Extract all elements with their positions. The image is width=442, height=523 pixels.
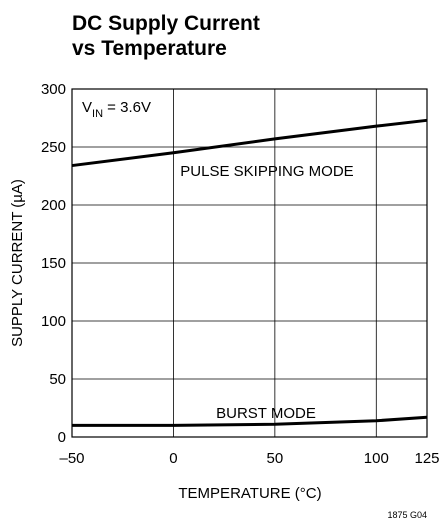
y-tick-label: 100 xyxy=(41,313,66,330)
x-tick-label: 125 xyxy=(414,450,439,467)
x-tick-label: 100 xyxy=(364,450,389,467)
plot-frame xyxy=(71,88,428,438)
annotation-part: = 3.6V xyxy=(103,99,151,116)
chart-title: DC Supply Current xyxy=(72,12,260,35)
y-tick-label: 150 xyxy=(41,255,66,272)
series-label: BURST MODE xyxy=(216,405,316,422)
annotation-sub: IN xyxy=(92,108,103,120)
series-label: PULSE SKIPPING MODE xyxy=(180,163,353,180)
series-line xyxy=(71,118,428,168)
y-tick-label: 0 xyxy=(58,429,66,446)
annotation-part: V xyxy=(82,99,92,116)
annotation: VIN = 3.6V xyxy=(82,99,151,120)
x-tick-label: 0 xyxy=(169,450,177,467)
y-tick-label: 250 xyxy=(41,139,66,156)
y-tick-label: 50 xyxy=(49,371,66,388)
y-axis-label: SUPPLY CURRENT (µA) xyxy=(9,179,26,347)
series-line xyxy=(72,415,428,427)
x-tick-label: 50 xyxy=(267,450,284,467)
y-tick-label: 300 xyxy=(41,81,66,98)
x-tick-label: –50 xyxy=(59,450,84,467)
y-tick-label: 200 xyxy=(41,197,66,214)
x-axis-label: TEMPERATURE (°C) xyxy=(178,485,321,502)
chart-title: vs Temperature xyxy=(72,37,227,60)
footnote: 1875 G04 xyxy=(387,510,427,520)
